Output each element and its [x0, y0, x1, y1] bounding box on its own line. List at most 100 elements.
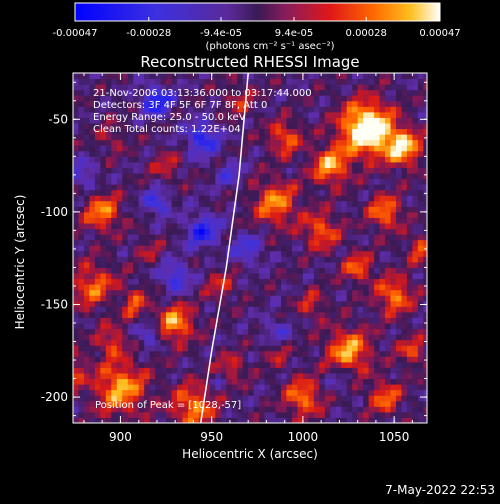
heatmap-cell [160, 173, 167, 180]
heatmap-cell [385, 384, 391, 391]
heatmap-cell [259, 189, 266, 196]
heatmap-cell [286, 350, 293, 357]
heatmap-cell [155, 323, 162, 330]
heatmap-cell [220, 411, 227, 418]
heatmap-cell [374, 356, 381, 363]
heatmap-cell [160, 95, 167, 102]
heatmap-cell [215, 261, 222, 268]
heatmap-cell [187, 328, 194, 335]
heatmap-cell [231, 245, 238, 252]
heatmap-cell [231, 178, 238, 185]
heatmap-cell [259, 173, 266, 180]
heatmap-cell [341, 84, 348, 91]
heatmap-cell [406, 223, 413, 230]
heatmap-cell [166, 350, 173, 357]
heatmap-cell [308, 150, 315, 157]
heatmap-cell [302, 228, 309, 235]
heatmap-cell [182, 195, 189, 202]
heatmap-cell [231, 173, 238, 180]
heatmap-cell [166, 78, 173, 85]
heatmap-cell [78, 89, 85, 96]
heatmap-cell [341, 334, 348, 341]
heatmap-cell [291, 289, 298, 296]
heatmap-cell [417, 206, 424, 213]
heatmap-cell [423, 173, 427, 180]
heatmap-cell [330, 311, 337, 318]
heatmap-cell [116, 111, 123, 118]
heatmap-cell [412, 273, 419, 280]
heatmap-cell [73, 234, 79, 241]
heatmap-cell [182, 145, 189, 152]
heatmap-cell [253, 278, 260, 285]
heatmap-cell [401, 211, 408, 218]
heatmap-cell [275, 345, 282, 352]
heatmap-cell [193, 156, 200, 163]
heatmap-cell [78, 417, 85, 423]
heatmap-cell [412, 411, 419, 418]
heatmap-cell [357, 261, 364, 268]
heatmap-cell [171, 323, 178, 330]
heatmap-cell [209, 228, 216, 235]
heatmap-cell [363, 273, 370, 280]
heatmap-cell [231, 306, 238, 313]
heatmap-cell [231, 217, 238, 224]
heatmap-cell [138, 239, 145, 246]
heatmap-cell [423, 250, 427, 257]
heatmap-cell [308, 367, 315, 374]
heatmap-cell [166, 167, 173, 174]
heatmap-cell [149, 234, 156, 241]
heatmap-cell [390, 261, 397, 268]
heatmap-cell [155, 200, 162, 207]
heatmap-cell [319, 300, 326, 307]
heatmap-cell [253, 400, 260, 407]
heatmap-cell [133, 395, 140, 402]
heatmap-cell [105, 273, 112, 280]
heatmap-cell [144, 295, 151, 302]
heatmap-cell [330, 300, 337, 307]
heatmap-cell [352, 184, 359, 191]
heatmap-cell [204, 417, 211, 423]
heatmap-cell [363, 289, 370, 296]
heatmap-cell [78, 339, 85, 346]
heatmap-cell [242, 328, 249, 335]
heatmap-cell [401, 311, 408, 318]
heatmap-cell [319, 206, 326, 213]
heatmap-cell [253, 256, 260, 263]
heatmap-cell [341, 73, 348, 80]
heatmap-cell [242, 228, 249, 235]
heatmap-cell [286, 223, 293, 230]
heatmap-cell [116, 211, 123, 218]
heatmap-cell [138, 261, 145, 268]
heatmap-cell [417, 128, 424, 135]
heatmap-cell [313, 211, 320, 218]
heatmap-cell [171, 339, 178, 346]
heatmap-cell [105, 389, 112, 396]
heatmap-cell [406, 400, 413, 407]
heatmap-cell [73, 95, 79, 102]
heatmap-cell [133, 345, 140, 352]
heatmap-cell [198, 228, 205, 235]
heatmap-cell [89, 206, 96, 213]
heatmap-cell [83, 334, 90, 341]
heatmap-cell [171, 150, 178, 157]
heatmap-cell [220, 123, 227, 130]
heatmap-cell [149, 261, 156, 268]
heatmap-cell [395, 150, 402, 157]
heatmap-cell [379, 106, 386, 113]
heatmap-cell [105, 73, 112, 80]
heatmap-cell [226, 317, 233, 324]
heatmap-cell [302, 189, 309, 196]
x-tick-label: 900 [109, 430, 132, 444]
heatmap-cell [281, 161, 287, 168]
heatmap-cell [198, 328, 205, 335]
heatmap-cell [242, 278, 249, 285]
heatmap-cell [177, 95, 183, 102]
heatmap-cell [187, 128, 194, 135]
heatmap-cell [149, 73, 156, 80]
heatmap-cell [259, 250, 266, 257]
heatmap-cell [281, 95, 287, 102]
heatmap-cell [423, 261, 427, 268]
heatmap-cell [237, 189, 244, 196]
heatmap-cell [193, 211, 200, 218]
heatmap-cell [138, 256, 145, 263]
